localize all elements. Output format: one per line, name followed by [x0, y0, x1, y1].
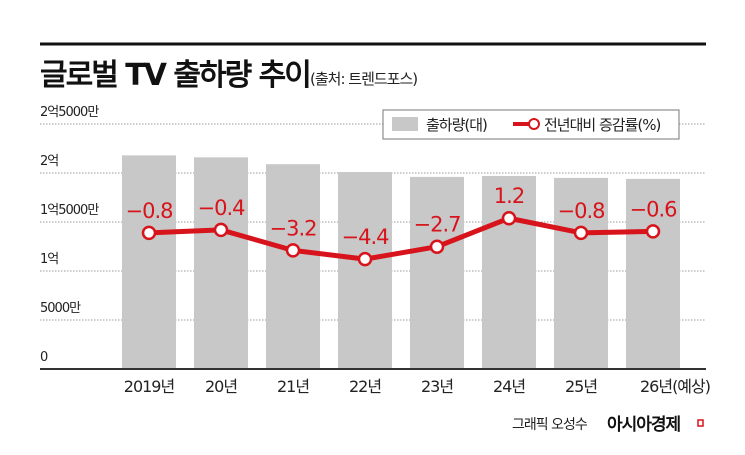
x-tick-label: 23년	[421, 377, 453, 396]
series-line	[148, 215, 654, 262]
y-tick-label: 1억5000만	[40, 203, 99, 218]
line-marker	[357, 251, 373, 267]
y-tick-label: 0	[40, 350, 48, 365]
x-tick-label: 24년	[493, 377, 525, 396]
x-tick-label: 20년	[205, 377, 237, 396]
legend-line-marker	[528, 118, 540, 130]
legend-bar-swatch	[392, 117, 418, 131]
legend-line-label: 전년대비 증감률(%)	[544, 116, 660, 134]
bar	[482, 175, 536, 369]
y-tick-label: 2억	[40, 154, 58, 169]
legend-bar-label: 출하량(대)	[426, 116, 487, 134]
source-note: (출처: 트렌드포스)	[310, 70, 417, 88]
legend: 출하량(대) 전년대비 증감률(%)	[382, 109, 680, 140]
bar	[122, 155, 176, 369]
y-tick-label: 2억5000만	[40, 105, 99, 120]
line-marker	[285, 243, 301, 258]
line-marker	[573, 225, 589, 241]
x-tick-label: 22년	[349, 377, 381, 396]
credit: 그래픽 오성수	[512, 417, 588, 433]
x-tick-label: 26년(예상)	[640, 377, 710, 396]
y-tick-label: 5000만	[40, 301, 81, 316]
brand-mark-icon	[697, 419, 704, 427]
x-tick-label: 21년	[277, 377, 309, 396]
data-label: −0.8	[126, 199, 173, 223]
bar	[194, 157, 248, 369]
line-marker	[645, 224, 661, 239]
data-label: −0.8	[558, 199, 605, 223]
data-label: −2.7	[414, 213, 461, 237]
line-marker	[501, 210, 517, 226]
data-label: −3.2	[270, 216, 317, 240]
y-tick-label: 1억	[40, 252, 58, 267]
bar	[338, 172, 392, 369]
bar	[266, 164, 320, 369]
bar	[554, 177, 608, 369]
data-label: −0.4	[198, 196, 246, 220]
line-marker	[429, 239, 445, 254]
line-marker	[213, 222, 229, 238]
line-marker	[141, 225, 157, 241]
x-tick-label: 2019년	[124, 377, 175, 396]
bar	[626, 178, 680, 369]
data-label: 1.2	[494, 184, 524, 208]
data-label: −0.6	[630, 197, 678, 221]
bar	[410, 176, 464, 369]
brand-logo: 아시아경제	[607, 415, 681, 435]
x-tick-label: 25년	[565, 377, 597, 396]
page-title: 글로벌 TV 출하량 추이	[40, 58, 310, 93]
data-label: −4.4	[342, 225, 390, 249]
